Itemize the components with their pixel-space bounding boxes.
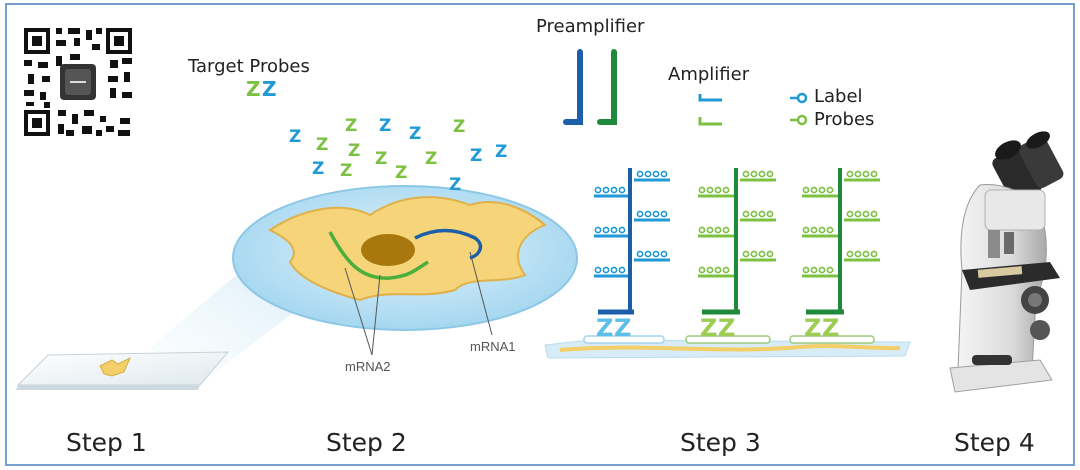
amplification-tree-green-2: Z Z [802, 168, 880, 342]
preamplifier-icon [563, 49, 617, 125]
scattered-probes: Z Z Z Z Z Z Z Z Z Z Z Z Z Z Z [289, 116, 507, 195]
svg-text:Z: Z [246, 77, 261, 101]
svg-text:Z: Z [289, 127, 301, 147]
svg-text:Z: Z [312, 159, 324, 179]
cell-nucleus [361, 234, 415, 266]
svg-text:Z: Z [614, 314, 631, 342]
svg-text:Z: Z [700, 314, 717, 342]
target-probes-icon: Z Z [246, 77, 277, 101]
svg-text:Z: Z [718, 314, 735, 342]
svg-text:Z: Z [395, 163, 407, 183]
target-probes-label: Target Probes [188, 56, 310, 77]
mrna1-label: mRNA1 [470, 339, 516, 354]
outer-frame [5, 3, 1075, 466]
svg-text:Z: Z [345, 116, 357, 136]
tissue-surface [544, 335, 911, 359]
svg-text:Z: Z [804, 314, 821, 342]
step-1-label: Step 1 [66, 428, 147, 457]
amplification-tree-blue: Z Z [594, 168, 670, 342]
label-legend-text: Label [814, 86, 863, 107]
svg-text:Z: Z [409, 124, 421, 144]
svg-text:Z: Z [375, 149, 387, 169]
mrna2-label: mRNA2 [345, 359, 391, 374]
svg-text:Z: Z [348, 141, 360, 161]
microscope-icon [949, 131, 1064, 393]
label-probe-legend [790, 92, 808, 126]
svg-text:Z: Z [340, 161, 352, 181]
preamplifier-label: Preamplifier [536, 16, 645, 37]
svg-text:Z: Z [495, 142, 507, 162]
cell-dish-illustration [232, 185, 578, 356]
svg-text:Z: Z [316, 135, 328, 155]
probes-legend-text: Probes [814, 109, 875, 130]
svg-text:Z: Z [822, 314, 839, 342]
svg-text:Z: Z [453, 117, 465, 137]
svg-text:Z: Z [379, 116, 391, 136]
amplification-tree-green-1: Z Z [698, 168, 776, 342]
svg-text:Z: Z [470, 146, 482, 166]
slide-illustration [16, 255, 330, 390]
qr-code-icon [22, 26, 134, 138]
svg-text:Z: Z [425, 149, 437, 169]
step-4-label: Step 4 [954, 428, 1035, 457]
svg-text:Z: Z [596, 314, 613, 342]
step-2-label: Step 2 [326, 428, 407, 457]
amplifier-label: Amplifier [668, 64, 750, 85]
amplifier-icon [698, 94, 722, 126]
step-3-label: Step 3 [680, 428, 761, 457]
svg-text:Z: Z [262, 77, 277, 101]
svg-text:Z: Z [449, 175, 461, 195]
